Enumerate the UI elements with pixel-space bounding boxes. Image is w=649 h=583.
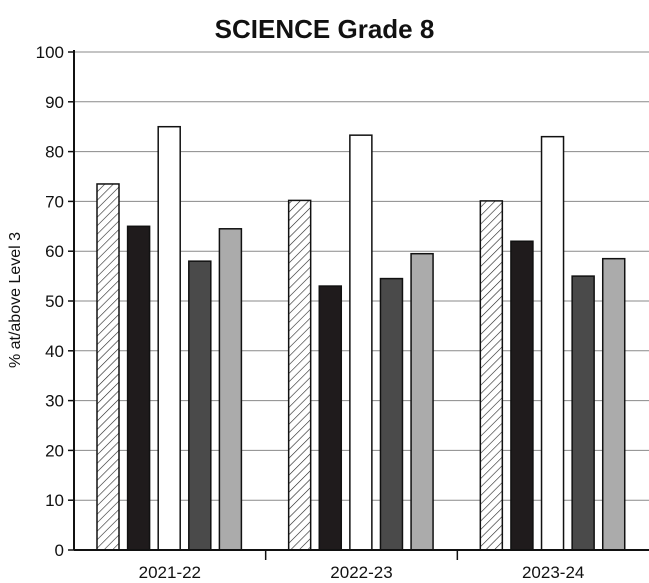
bar xyxy=(379,277,404,551)
bar xyxy=(571,275,595,551)
y-tick-label: 60 xyxy=(45,242,64,261)
axes xyxy=(68,50,649,560)
bar xyxy=(218,228,243,551)
y-tick-label: 40 xyxy=(45,342,64,361)
bars xyxy=(96,125,626,551)
x-tick-label: 2023-24 xyxy=(522,563,584,582)
y-tick-label: 90 xyxy=(45,93,64,112)
y-tick-label: 0 xyxy=(55,541,64,560)
y-tick-label: 50 xyxy=(45,292,64,311)
y-axis-title: % at/above Level 3 xyxy=(7,232,24,368)
tick-labels: 0 10 20 30 40 50 60 70 80 90 100 2021-22 2022-23 2023… xyxy=(36,43,585,582)
y-tick-label: 70 xyxy=(45,192,64,211)
y-tick-label: 10 xyxy=(45,491,64,510)
y-tick-label: 30 xyxy=(45,392,64,411)
bar xyxy=(126,225,151,551)
bar xyxy=(479,200,504,551)
chart-title: SCIENCE Grade 8 xyxy=(214,14,435,44)
bar xyxy=(349,134,373,551)
y-tick-label: 100 xyxy=(36,43,64,62)
bar xyxy=(188,260,212,551)
bar xyxy=(287,199,312,551)
x-tick-label: 2021-22 xyxy=(139,563,201,582)
x-tick-label: 2022-23 xyxy=(330,563,392,582)
bar xyxy=(410,252,434,551)
y-tick-label: 20 xyxy=(45,441,64,460)
bar xyxy=(601,257,626,551)
bar xyxy=(510,240,534,551)
bar xyxy=(96,183,120,551)
y-tick-label: 80 xyxy=(45,143,64,162)
bar xyxy=(540,135,565,551)
bar xyxy=(157,125,181,551)
bar xyxy=(318,285,343,551)
